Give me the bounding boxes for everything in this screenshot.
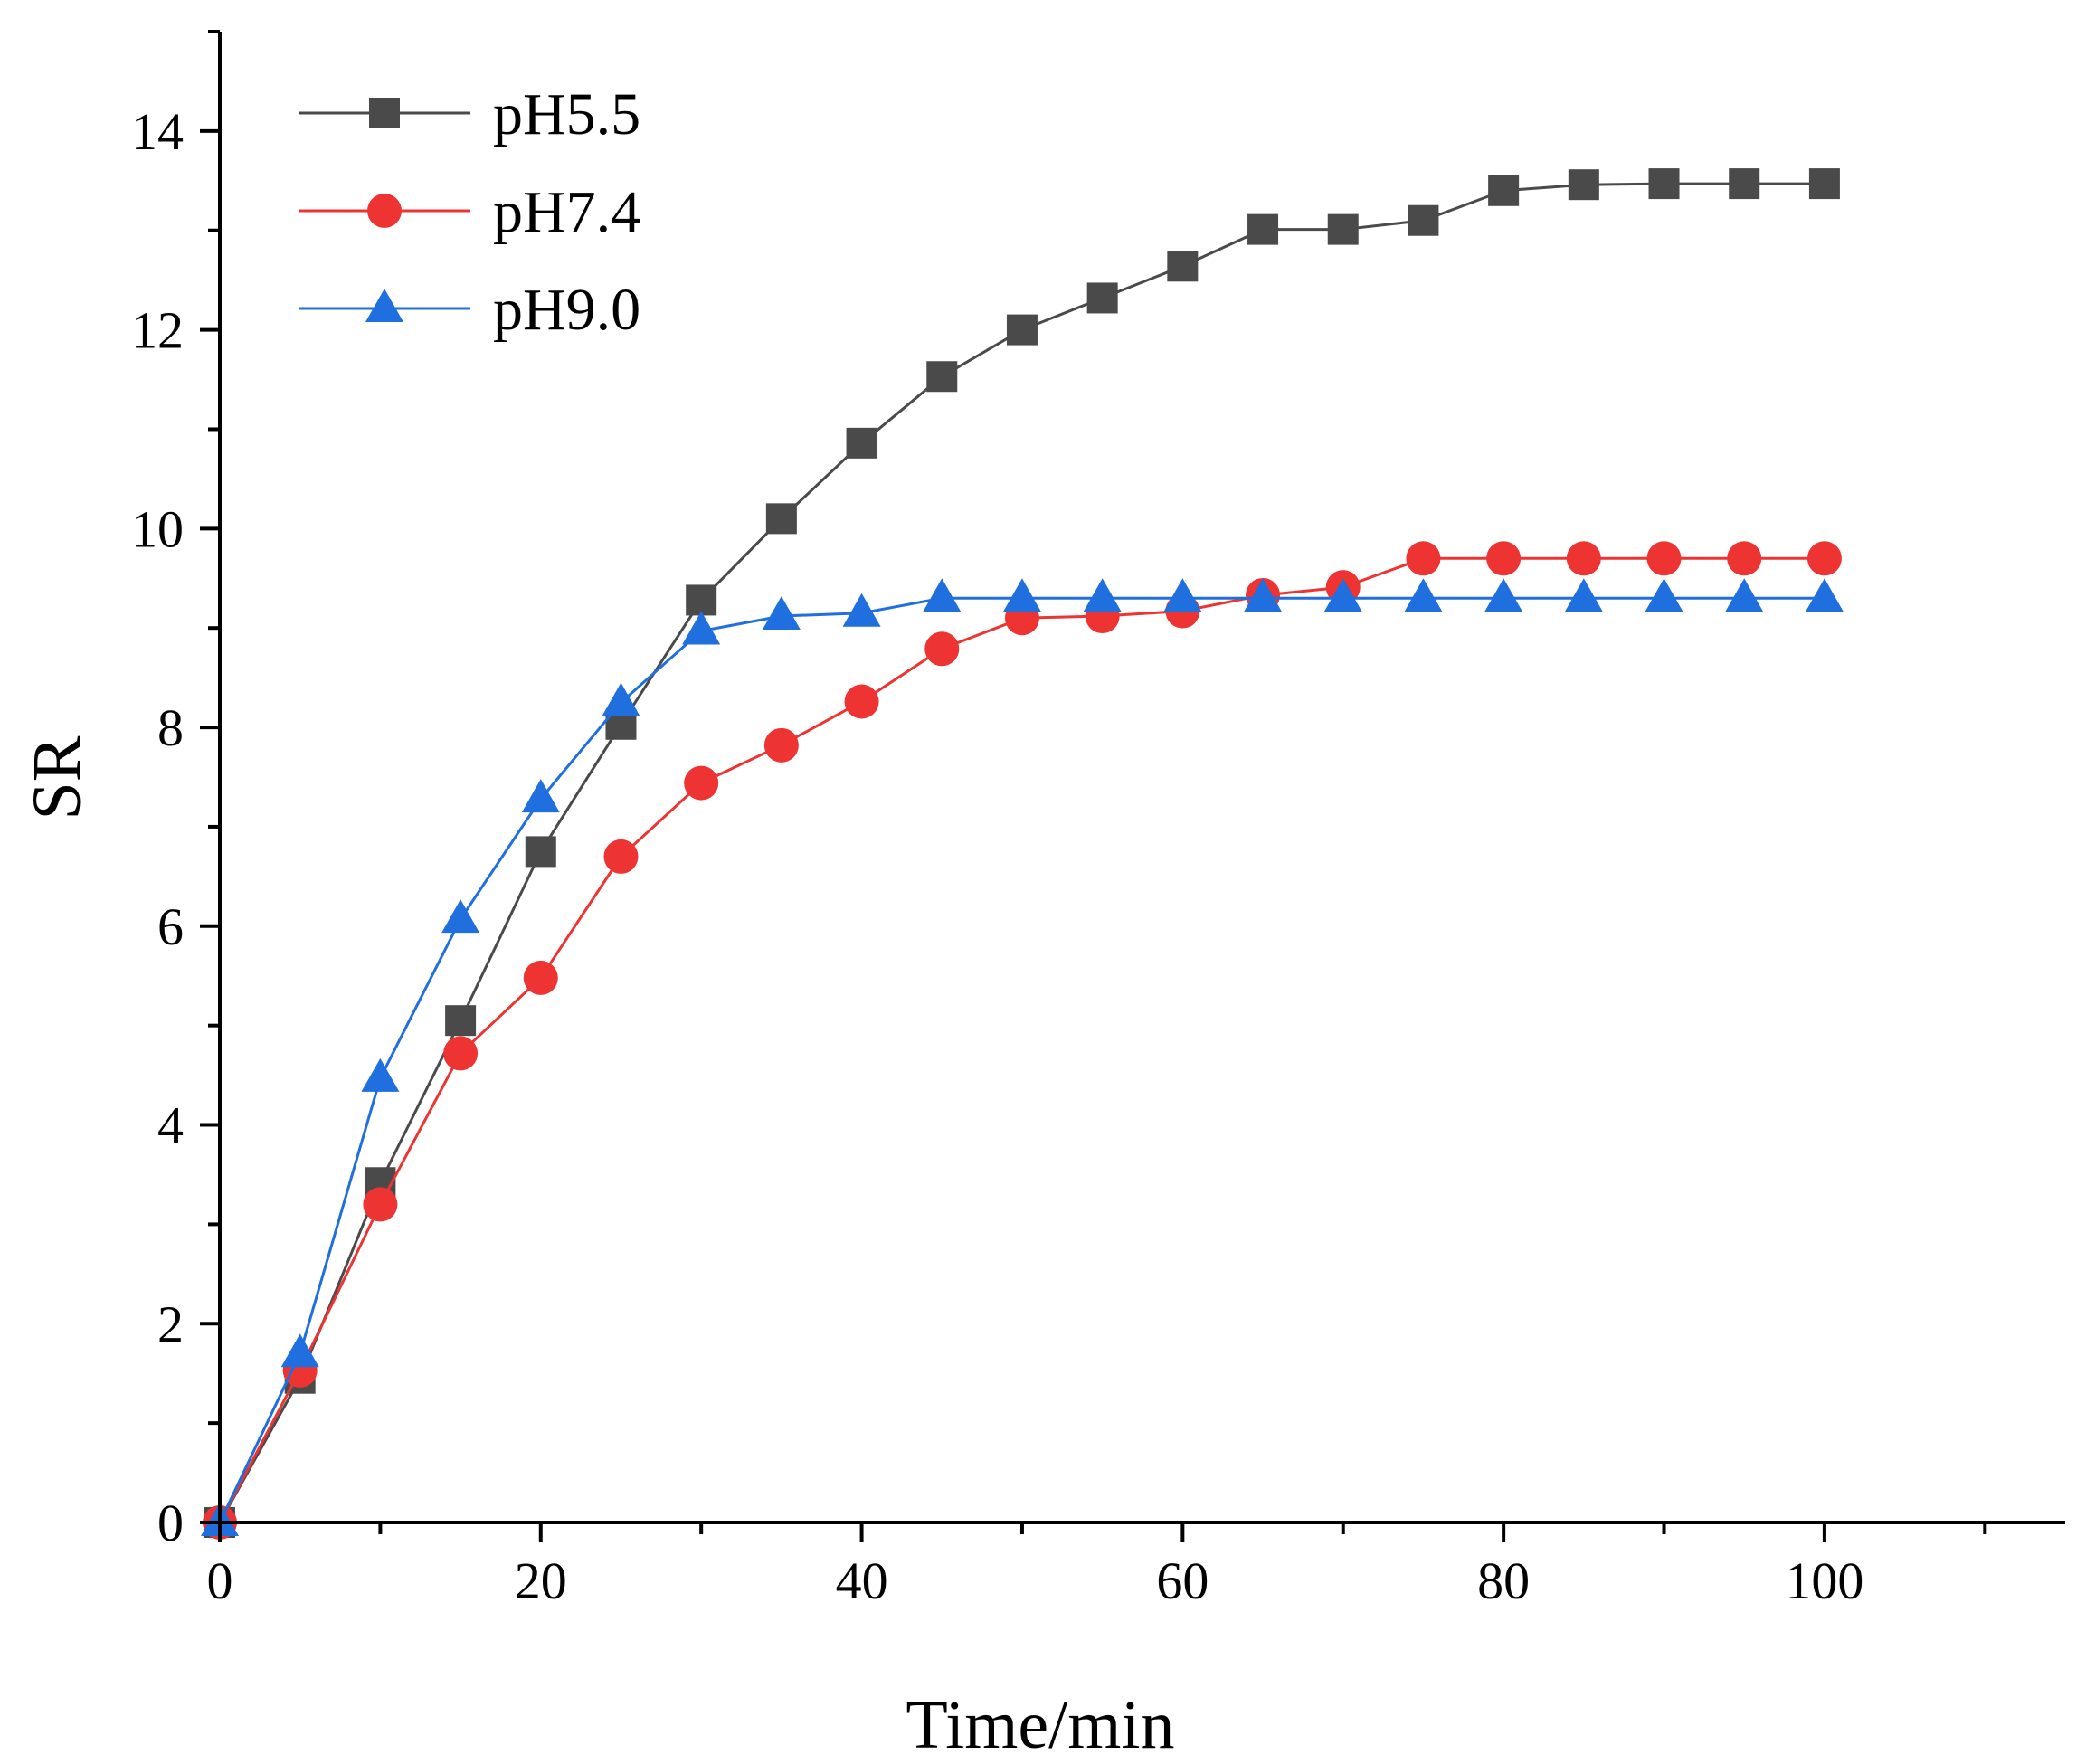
data-point bbox=[603, 839, 639, 874]
data-point bbox=[441, 899, 480, 934]
data-point bbox=[1167, 251, 1199, 282]
data-point bbox=[1408, 204, 1439, 236]
data-point bbox=[763, 727, 799, 763]
legend: pH5.5 pH7.4 pH9.0 bbox=[299, 81, 640, 343]
data-point bbox=[443, 1036, 479, 1071]
legend-marker bbox=[365, 289, 403, 322]
legend-label: pH7.4 bbox=[493, 179, 640, 245]
data-point bbox=[1002, 578, 1041, 612]
data-point bbox=[1244, 578, 1283, 612]
data-point bbox=[1484, 578, 1523, 612]
data-point bbox=[1805, 578, 1844, 612]
data-point bbox=[846, 427, 877, 459]
y-tick-label: 2 bbox=[157, 1295, 184, 1353]
data-point bbox=[1645, 578, 1683, 612]
data-point bbox=[684, 765, 719, 801]
series-layer bbox=[201, 168, 1844, 1540]
series-pH7.4 bbox=[203, 541, 1842, 1540]
legend-label: pH9.0 bbox=[493, 277, 640, 343]
data-point bbox=[844, 684, 879, 719]
series-pH9.0 bbox=[201, 578, 1844, 1536]
data-point bbox=[926, 361, 958, 393]
data-point bbox=[445, 1005, 477, 1037]
x-tick-label: 80 bbox=[1477, 1551, 1530, 1610]
data-point bbox=[1646, 541, 1682, 576]
data-point bbox=[1006, 314, 1038, 346]
data-point bbox=[1486, 541, 1522, 576]
data-point bbox=[765, 503, 797, 535]
y-tick-label: 6 bbox=[157, 897, 184, 956]
y-axis-title: SR bbox=[19, 735, 95, 820]
data-point bbox=[762, 596, 801, 631]
x-tick-label: 0 bbox=[207, 1551, 233, 1610]
data-point bbox=[1564, 578, 1603, 612]
x-tick-label: 20 bbox=[515, 1551, 567, 1610]
data-point bbox=[923, 578, 962, 612]
x-axis-title: Time/min bbox=[906, 1687, 1174, 1763]
y-tick-label: 4 bbox=[157, 1096, 184, 1155]
legend-marker bbox=[369, 98, 400, 128]
data-point bbox=[361, 1057, 400, 1092]
y-tick-label: 10 bbox=[131, 499, 184, 558]
data-point bbox=[525, 836, 556, 868]
data-point bbox=[1568, 169, 1599, 201]
data-point bbox=[1725, 578, 1764, 612]
legend-item: pH5.5 bbox=[299, 81, 640, 147]
legend-item: pH9.0 bbox=[299, 277, 640, 343]
legend-label: pH5.5 bbox=[493, 81, 640, 147]
series-pH5.5 bbox=[204, 168, 1840, 1538]
legend-marker bbox=[367, 194, 402, 228]
data-point bbox=[1808, 168, 1840, 200]
data-point bbox=[1086, 282, 1118, 314]
x-tick-label: 100 bbox=[1785, 1551, 1863, 1610]
legend-item: pH7.4 bbox=[299, 179, 640, 245]
axes: 0 20 40 60 80 100 0 2 4 6 8 10 12 14 bbox=[131, 30, 2065, 1610]
data-point bbox=[924, 631, 960, 667]
data-point bbox=[523, 960, 558, 995]
y-tick-label: 14 bbox=[131, 102, 184, 161]
data-point bbox=[842, 593, 881, 627]
data-point bbox=[280, 1333, 319, 1368]
y-tick-label: 8 bbox=[157, 698, 184, 757]
data-point bbox=[1566, 541, 1601, 576]
data-point bbox=[363, 1187, 398, 1222]
data-point bbox=[1163, 578, 1202, 612]
series-line bbox=[218, 182, 1825, 1523]
data-point bbox=[1806, 541, 1842, 576]
data-point bbox=[1247, 213, 1279, 245]
data-point bbox=[1488, 175, 1520, 206]
data-point bbox=[1327, 213, 1359, 245]
data-point bbox=[1727, 541, 1762, 576]
y-tick-label: 12 bbox=[131, 301, 184, 360]
data-point bbox=[1083, 578, 1122, 612]
x-tick-label: 60 bbox=[1156, 1551, 1209, 1610]
data-point bbox=[1406, 541, 1441, 576]
data-point bbox=[1323, 578, 1362, 612]
data-point bbox=[682, 611, 721, 645]
y-tick-label: 0 bbox=[157, 1494, 184, 1552]
data-point bbox=[521, 779, 560, 813]
x-tick-label: 40 bbox=[836, 1551, 888, 1610]
data-point bbox=[1404, 578, 1443, 612]
data-point bbox=[686, 584, 717, 616]
data-point bbox=[1729, 168, 1760, 200]
data-point bbox=[602, 682, 640, 716]
data-point bbox=[1648, 168, 1680, 200]
